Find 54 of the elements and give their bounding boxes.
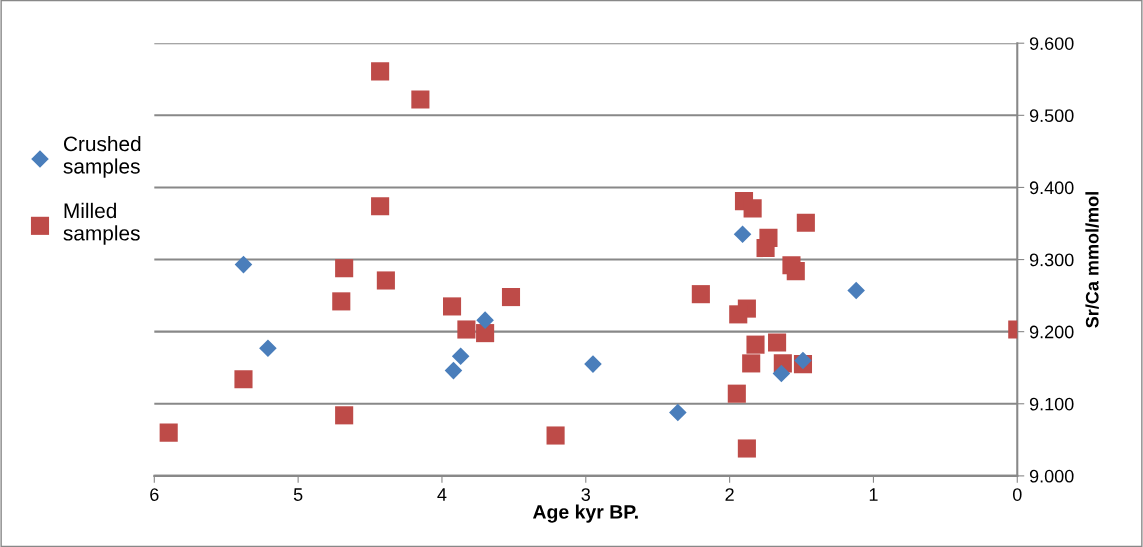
point [234,370,253,389]
point [451,347,470,365]
point [476,324,495,343]
y-tick-label: 9.300 [1029,253,1074,267]
x-axis-title: Age kyr BP. [532,504,638,523]
point [746,335,765,354]
y-tick-label: 9.500 [1029,109,1074,123]
y-tick-label: 9.100 [1029,397,1074,411]
point [335,259,354,278]
point [442,297,462,316]
point [457,320,476,339]
point [742,354,761,373]
x-tick-label: 2 [725,488,734,501]
point [335,406,354,425]
y-tick-label: 9.000 [1029,469,1074,483]
point [669,403,687,422]
x-tick-label: 0 [1012,488,1022,501]
point [786,262,805,281]
x-tick-label: 4 [437,488,447,501]
x-tick-label: 3 [581,488,591,501]
point [376,271,395,290]
point [259,339,277,358]
y-tick-label: 9.400 [1029,181,1074,195]
point [444,361,463,380]
point [772,364,791,383]
x-tick-label: 1 [869,488,878,501]
point [546,426,565,445]
point [332,292,351,311]
point [743,199,762,218]
point [371,197,390,216]
point [733,225,752,244]
point [737,439,756,458]
point [768,333,787,352]
y-tick-label: 9.200 [1029,325,1074,339]
point [729,305,748,324]
legend-label: Crushed samples [63,135,141,178]
point [584,355,602,373]
point [847,281,865,300]
y-axis-title: Sr/Ca mmol/mol [1085,192,1099,328]
point [411,90,430,109]
point [371,62,390,81]
point [501,288,521,307]
point [691,285,710,304]
point [756,238,775,258]
point [796,213,815,232]
y-tick-label: 9.600 [1029,37,1074,50]
legend-label: Milled samples [63,202,140,245]
x-tick-label: 6 [150,488,159,501]
point [234,255,253,274]
point [159,423,178,442]
point [727,384,746,403]
point [794,351,812,370]
x-tick-label: 5 [293,488,303,501]
point [476,311,494,329]
